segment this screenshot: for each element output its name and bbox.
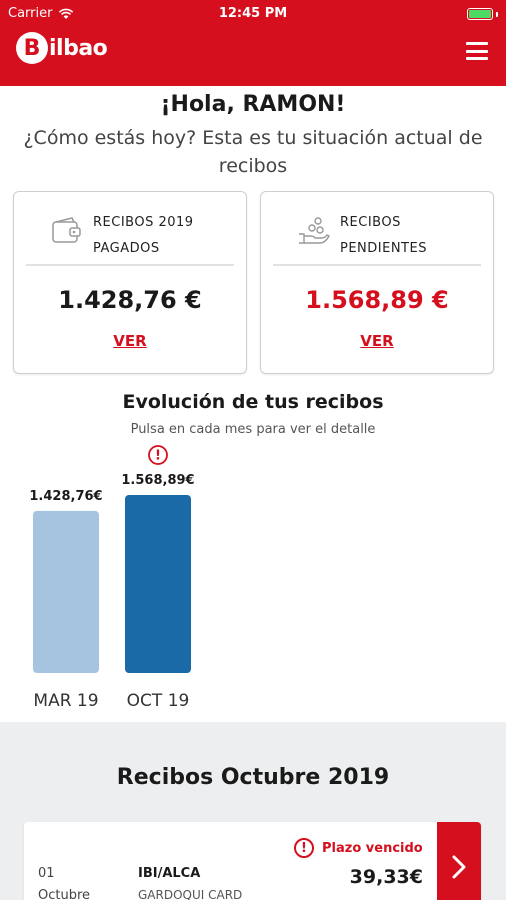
wifi-icon [59, 8, 74, 19]
logo-letter: B [16, 32, 48, 64]
carrier-label: Carrier [8, 6, 53, 21]
bar-category-label[interactable]: MAR 19 [33, 691, 98, 711]
battery-icon [467, 8, 498, 20]
evolution-title: Evolución de tus recibos [122, 391, 384, 413]
status-time: 12:45 PM [218, 6, 288, 21]
receipt-month: Octubre [38, 888, 91, 900]
pending-label-line2: PENDIENTES [340, 241, 427, 256]
bar-category-label[interactable]: OCT 19 [127, 691, 190, 711]
hamburger-menu-icon[interactable] [466, 42, 488, 60]
svg-text:!: ! [155, 449, 161, 464]
card-divider [26, 264, 234, 266]
pending-label-line1: RECIBOS [340, 215, 401, 230]
receipt-amount: 39,33€ [349, 866, 423, 888]
paid-label-line1: RECIBOS 2019 [93, 215, 194, 230]
paid-receipts-label: RECIBOS 2019 PAGADOS [93, 210, 194, 262]
paid-ver-link[interactable]: VER [113, 332, 147, 350]
paid-receipts-card[interactable]: RECIBOS 2019 PAGADOS 1.428,76 € VER [13, 191, 247, 374]
bar-value-label: 1.568,89€ [121, 473, 194, 488]
bar-oct-19[interactable] [125, 495, 191, 673]
hand-coins-icon [299, 217, 330, 244]
evolution-subtitle: Pulsa en cada mes para ver el detalle [130, 422, 376, 437]
bar-value-label: 1.428,76€ [29, 489, 102, 504]
receipts-month-title: Recibos Octubre 2019 [116, 765, 390, 790]
status-bar: Carrier 12:45 PM [0, 0, 506, 28]
logo-text: ilbao [49, 35, 108, 61]
card-divider [273, 264, 481, 266]
wallet-icon [52, 217, 81, 243]
receipt-detail-button[interactable] [437, 822, 481, 900]
receipts-bar-chart: 1.428,76€ MAR 19 1.568,89€ OCT 19! [29, 445, 195, 711]
pending-receipts-card[interactable]: RECIBOS PENDIENTES 1.568,89 € VER [260, 191, 494, 374]
greeting-title: ¡Hola, RAMON! [160, 92, 346, 117]
pending-ver-link[interactable]: VER [360, 332, 394, 350]
greeting-subtitle: ¿Cómo estás hoy? Esta es tu situación ac… [23, 127, 483, 177]
app-header: Carrier 12:45 PM B ilbao [0, 0, 506, 86]
bar-mar-19[interactable] [33, 510, 99, 673]
receipts-month-section: Recibos Octubre 2019 ! Plazo vencido 01 … [0, 722, 506, 900]
overdue-label: Plazo vencido [322, 840, 423, 856]
alert-icon: ! [148, 445, 168, 465]
receipt-concept: IBI/ALCA [138, 866, 201, 881]
paid-amount: 1.428,76 € [58, 286, 202, 314]
receipt-concept-detail: GARDOQUI CARD [138, 888, 243, 900]
chevron-right-icon [452, 855, 466, 879]
paid-label-line2: PAGADOS [93, 241, 160, 256]
alert-icon: ! [294, 838, 314, 858]
carrier-indicator: Carrier [8, 6, 74, 21]
pending-receipts-label: RECIBOS PENDIENTES [340, 210, 427, 262]
receipt-day: 01 [38, 866, 55, 881]
overdue-badge: ! Plazo vencido [294, 838, 423, 858]
bilbao-logo[interactable]: B ilbao [16, 32, 108, 64]
receipt-list-item[interactable]: ! Plazo vencido 01 Octubre IBI/ALCA GARD… [24, 822, 481, 900]
pending-amount: 1.568,89 € [305, 286, 449, 314]
